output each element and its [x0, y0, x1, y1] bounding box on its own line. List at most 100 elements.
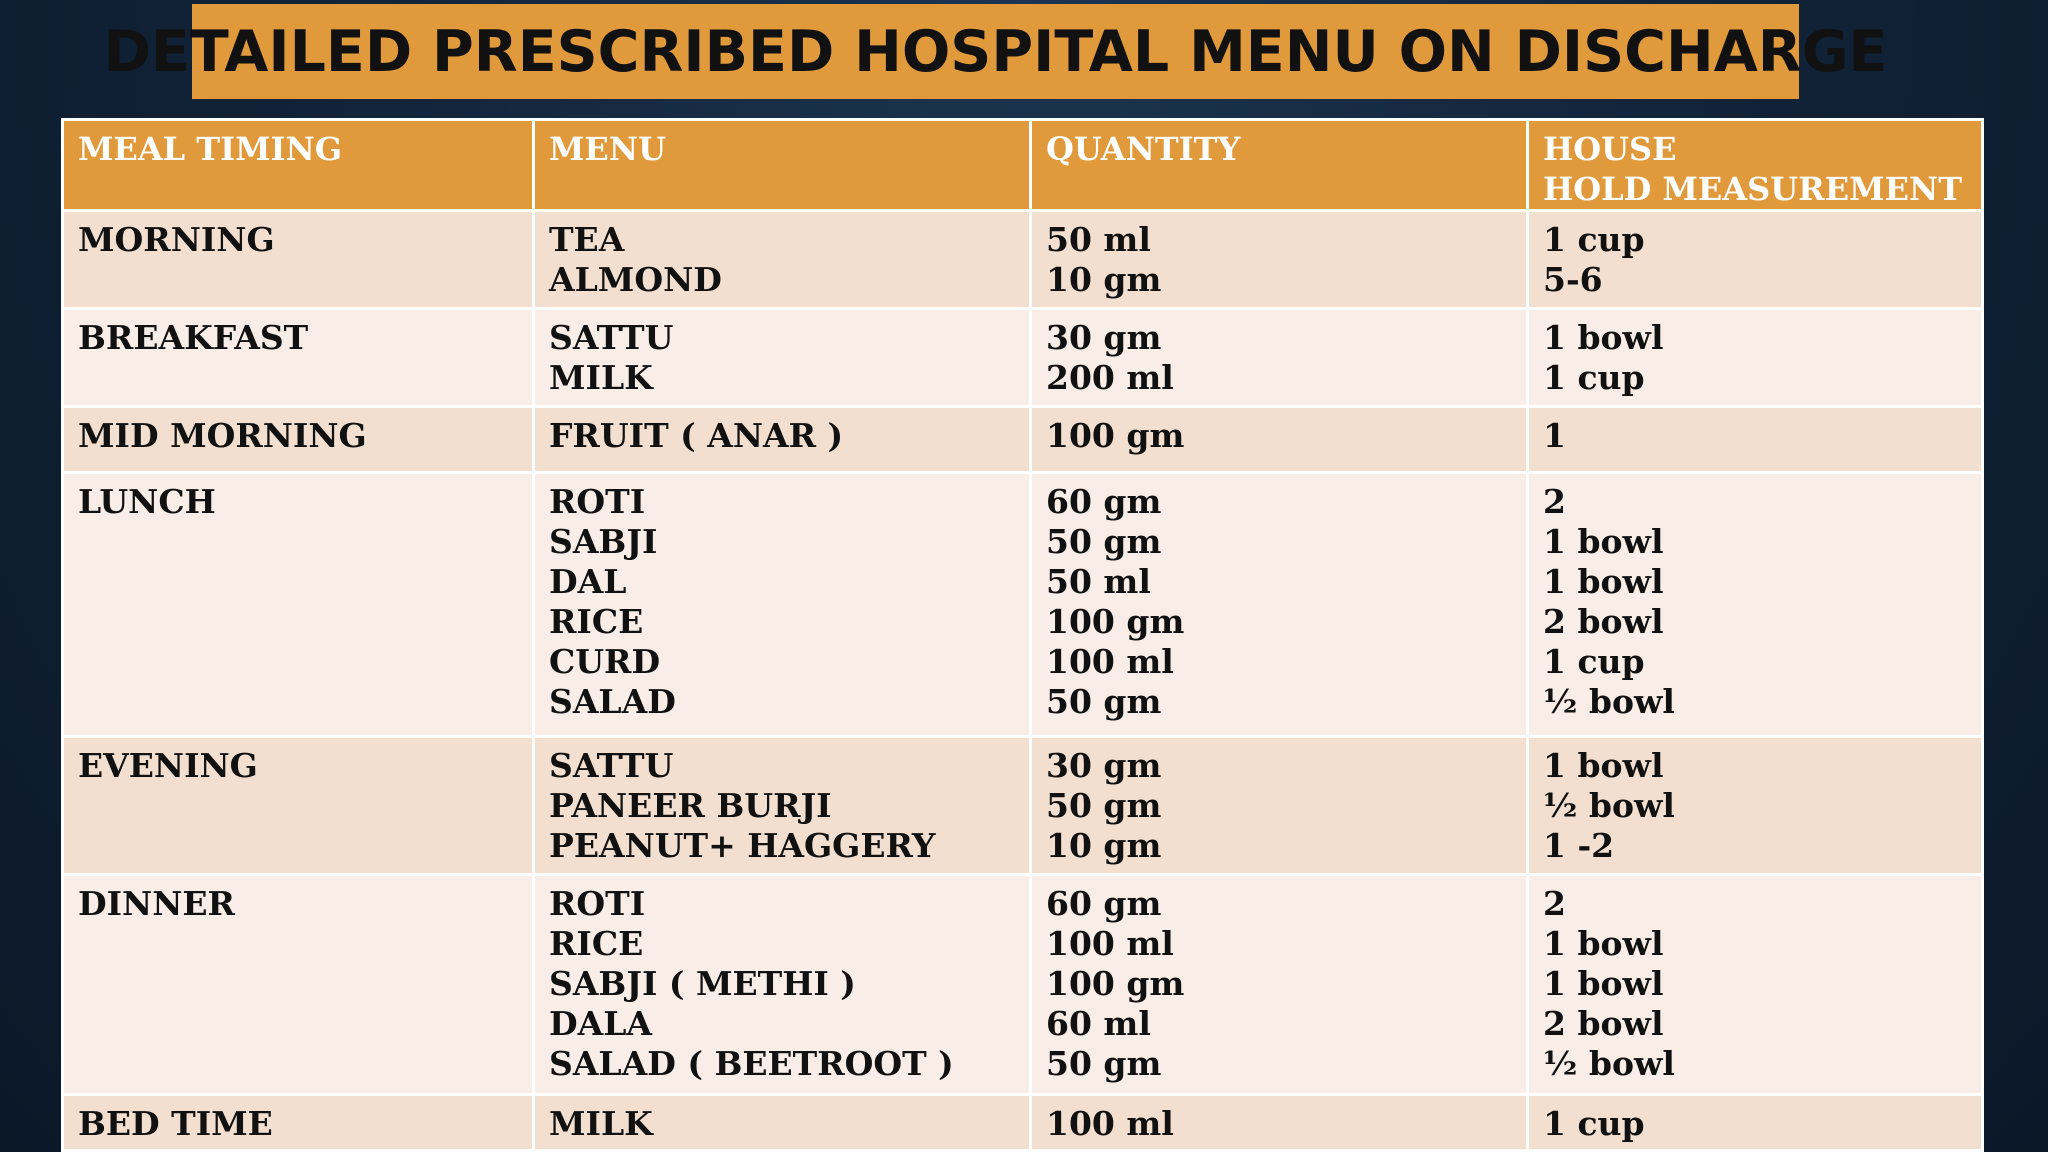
quantity-value: 100 gm [1046, 964, 1185, 1003]
quantity-value: 30 gm [1046, 318, 1162, 357]
menu-item: FRUIT ( ANAR ) [549, 416, 844, 455]
quantity-value: 50 gm [1046, 786, 1162, 825]
measurement-value: 2 bowl [1543, 602, 1664, 641]
measurement-value: 1 [1543, 416, 1566, 455]
menu-cell: MILK [532, 1093, 1032, 1152]
measurement-value: 1 bowl [1543, 746, 1664, 785]
measurement-value: 1 bowl [1543, 318, 1664, 357]
measurement-value: 1 bowl [1543, 924, 1664, 963]
header-household-measurement: HOUSE HOLD MEASUREMENT [1526, 118, 1984, 212]
menu-item: PEANUT+ HAGGERY [549, 826, 936, 865]
table-row: BREAKFAST SATTU MILK 30 gm 200 ml 1 bowl 1 cup [61, 307, 1984, 408]
menu-item: SATTU [549, 318, 674, 357]
meal-timing-cell: BED TIME [61, 1093, 535, 1152]
menu-item: RICE [549, 924, 644, 963]
measurement-value: 1 bowl [1543, 562, 1664, 601]
menu-item: PANEER BURJI [549, 786, 832, 825]
quantity-value: 60 gm [1046, 482, 1162, 521]
menu-item: SALAD ( BEETROOT ) [549, 1044, 954, 1083]
menu-item: SABJI [549, 522, 658, 561]
quantity-value: 50 gm [1046, 1044, 1162, 1083]
quantity-value: 50 gm [1046, 682, 1162, 721]
menu-item: RICE [549, 602, 644, 641]
quantity-value: 50 ml [1046, 562, 1151, 601]
measurement-value: 2 bowl [1543, 1004, 1664, 1043]
measurement-cell: 1 [1526, 405, 1984, 474]
quantity-cell: 30 gm 200 ml [1029, 307, 1529, 408]
menu-item: SABJI ( METHI ) [549, 964, 856, 1003]
menu-item: ROTI [549, 884, 646, 923]
menu-item: ROTI [549, 482, 646, 521]
measurement-value: 1 -2 [1543, 826, 1615, 865]
menu-item: MILK [549, 358, 653, 397]
quantity-value: 100 ml [1046, 924, 1174, 963]
menu-cell: SATTU PANEER BURJI PEANUT+ HAGGERY [532, 735, 1032, 876]
menu-item: SATTU [549, 746, 674, 785]
menu-cell: ROTI RICE SABJI ( METHI ) DALA SALAD ( BEETR… [532, 873, 1032, 1096]
header-household-line2: HOLD MEASUREMENT [1543, 170, 1963, 208]
table-header-row: MEAL TIMING MENU QUANTITY HOUSE HOLD MEA… [61, 118, 1984, 212]
meal-timing-cell: MID MORNING [61, 405, 535, 474]
header-meal-timing: MEAL TIMING [61, 118, 535, 212]
quantity-cell: 60 gm 100 ml 100 gm 60 ml 50 gm [1029, 873, 1529, 1096]
measurement-value: 5-6 [1543, 260, 1603, 299]
measurement-value: ½ bowl [1543, 1044, 1675, 1083]
quantity-value: 100 gm [1046, 416, 1185, 455]
measurement-value: 2 [1543, 884, 1566, 923]
measurement-value: ½ bowl [1543, 786, 1675, 825]
quantity-value: 10 gm [1046, 826, 1162, 865]
table-row: EVENING SATTU PANEER BURJI PEANUT+ HAGGERY 3… [61, 735, 1984, 876]
quantity-cell: 60 gm 50 gm 50 ml 100 gm 100 ml 50 gm [1029, 471, 1529, 738]
quantity-value: 100 ml [1046, 642, 1174, 681]
table-row: LUNCH ROTI SABJI DAL RICE CURD SALAD 60 gm 50 gm… [61, 471, 1984, 738]
header-quantity: QUANTITY [1029, 118, 1529, 212]
header-menu: MENU [532, 118, 1032, 212]
meal-timing-cell: EVENING [61, 735, 535, 876]
measurement-value: 1 bowl [1543, 522, 1664, 561]
quantity-value: 50 ml [1046, 220, 1151, 259]
menu-item: SALAD [549, 682, 676, 721]
quantity-cell: 100 gm [1029, 405, 1529, 474]
menu-item: TEA [549, 220, 625, 259]
measurement-value: ½ bowl [1543, 682, 1675, 721]
menu-cell: ROTI SABJI DAL RICE CURD SALAD [532, 471, 1032, 738]
table-row: MID MORNING FRUIT ( ANAR ) 100 gm 1 [61, 405, 1984, 474]
measurement-cell: 1 bowl ½ bowl 1 -2 [1526, 735, 1984, 876]
measurement-value: 1 bowl [1543, 964, 1664, 1003]
quantity-value: 30 gm [1046, 746, 1162, 785]
measurement-value: 1 cup [1543, 1104, 1645, 1143]
quantity-cell: 50 ml 10 gm [1029, 209, 1529, 310]
meal-timing-cell: LUNCH [61, 471, 535, 738]
quantity-value: 100 gm [1046, 602, 1185, 641]
measurement-cell: 1 cup [1526, 1093, 1984, 1152]
quantity-value: 10 gm [1046, 260, 1162, 299]
meal-timing-cell: MORNING [61, 209, 535, 310]
menu-item: MILK [549, 1104, 653, 1143]
menu-cell: FRUIT ( ANAR ) [532, 405, 1032, 474]
table-row: DINNER ROTI RICE SABJI ( METHI ) DALA SALAD (… [61, 873, 1984, 1096]
meal-timing-cell: DINNER [61, 873, 535, 1096]
table-row: BED TIME MILK 100 ml 1 cup [61, 1093, 1984, 1152]
quantity-cell: 30 gm 50 gm 10 gm [1029, 735, 1529, 876]
title-banner: DETAILED PRESCRIBED HOSPITAL MENU ON DIS… [104, 4, 1887, 99]
quantity-cell: 100 ml [1029, 1093, 1529, 1152]
menu-table: MEAL TIMING MENU QUANTITY HOUSE HOLD MEA… [61, 118, 1984, 1152]
menu-item: CURD [549, 642, 661, 681]
measurement-value: 1 cup [1543, 358, 1645, 397]
quantity-value: 50 gm [1046, 522, 1162, 561]
meal-timing-cell: BREAKFAST [61, 307, 535, 408]
page-title: DETAILED PRESCRIBED HOSPITAL MENU ON DIS… [103, 18, 1888, 85]
measurement-cell: 1 bowl 1 cup [1526, 307, 1984, 408]
menu-item: ALMOND [549, 260, 722, 299]
measurement-value: 1 cup [1543, 642, 1645, 681]
table-row: MORNING TEA ALMOND 50 ml 10 gm 1 cup 5-6 [61, 209, 1984, 310]
measurement-value: 2 [1543, 482, 1566, 521]
quantity-value: 60 ml [1046, 1004, 1151, 1043]
quantity-value: 200 ml [1046, 358, 1174, 397]
quantity-value: 100 ml [1046, 1104, 1174, 1143]
menu-item: DAL [549, 562, 627, 601]
menu-cell: SATTU MILK [532, 307, 1032, 408]
menu-item: DALA [549, 1004, 653, 1043]
